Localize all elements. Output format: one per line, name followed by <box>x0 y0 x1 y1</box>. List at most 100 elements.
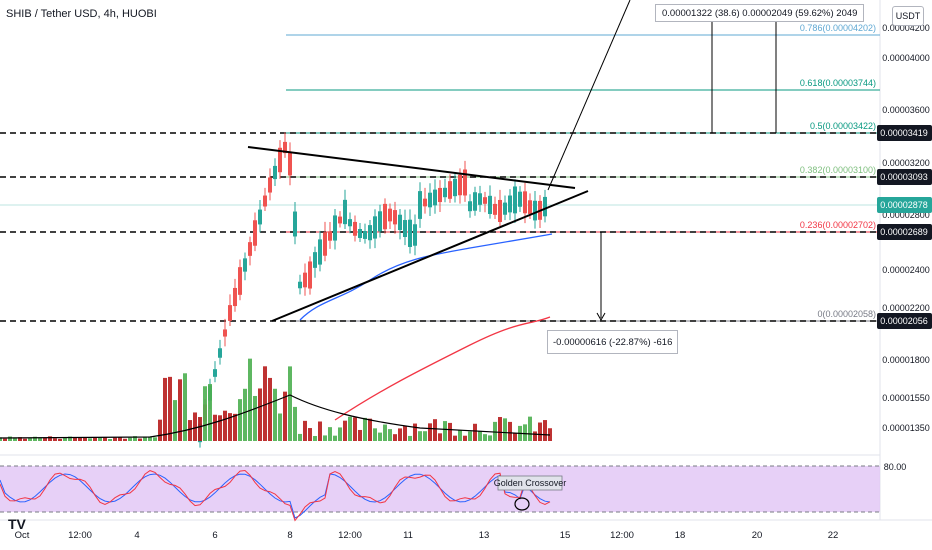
volume-bar <box>198 417 202 441</box>
volume-bar <box>128 437 132 441</box>
fib-level-label: 0.236(0.00002702) <box>800 220 876 230</box>
candle-body <box>248 242 252 256</box>
volume-bar <box>58 438 62 441</box>
candle-body <box>403 220 407 238</box>
time-tick-label: 12:00 <box>338 530 362 541</box>
volume-bar <box>363 417 367 441</box>
candle-body <box>493 203 497 215</box>
candle-body <box>428 192 432 208</box>
volume-bar <box>253 395 257 441</box>
volume-bar <box>183 373 187 441</box>
volume-bar <box>308 428 312 441</box>
volume-bar <box>188 420 192 441</box>
time-tick-label: 15 <box>560 530 571 541</box>
volume-bar <box>478 430 482 441</box>
time-tick-label: 20 <box>752 530 763 541</box>
candle-body <box>438 187 442 203</box>
candle-body <box>528 200 532 215</box>
candle-body <box>223 329 227 337</box>
volume-bar <box>18 437 22 441</box>
volume-bar <box>0 437 2 441</box>
volume-bar <box>118 437 122 441</box>
price-axis-marker <box>877 224 932 240</box>
breakout-projection-line <box>547 0 631 191</box>
candle-body <box>393 210 397 225</box>
volume-bar <box>458 430 462 441</box>
volume-bar <box>508 421 512 441</box>
candle-body <box>473 192 477 211</box>
candle-body <box>213 369 217 377</box>
volume-bar <box>313 435 317 441</box>
candle-body <box>328 231 332 241</box>
time-tick-label: Oct <box>15 530 30 541</box>
volume-bar <box>163 377 167 441</box>
candle-body <box>458 174 462 196</box>
candle-body <box>313 252 317 268</box>
time-tick-label: 22 <box>828 530 839 541</box>
volume-bar <box>78 437 82 441</box>
candle-body <box>338 216 342 224</box>
price-tick-label: 0.00002800 <box>882 210 930 220</box>
volume-bar <box>373 428 377 441</box>
volume-bar <box>33 436 37 441</box>
candle-body <box>358 229 362 239</box>
candle-body <box>283 141 287 154</box>
volume-bar <box>83 437 87 441</box>
candle-body <box>483 197 487 204</box>
volume-bar <box>173 400 177 441</box>
measure-down-label: -0.00000616 (-22.87%) -616 <box>547 330 679 354</box>
volume-bar <box>93 437 97 441</box>
currency-badge[interactable]: USDT <box>892 6 924 26</box>
fib-level-label: 0.786(0.00004202) <box>800 23 876 33</box>
candle-body <box>478 193 482 205</box>
price-tick-label: 0.00001350 <box>882 423 930 433</box>
candle-body <box>263 195 267 207</box>
rsi-level-label: 80.00 <box>884 462 907 472</box>
volume-bar <box>463 435 467 441</box>
volume-bar <box>408 435 412 441</box>
price-tick-label: 0.00003600 <box>882 105 930 115</box>
volume-bar <box>303 420 307 441</box>
volume-bar <box>288 366 292 441</box>
volume-bar <box>298 433 302 441</box>
crossover-marker <box>514 497 530 511</box>
time-tick-label: 4 <box>134 530 139 541</box>
volume-bar <box>218 415 222 441</box>
volume-bar <box>473 423 477 441</box>
rsi-signal-line <box>0 469 551 522</box>
volume-bar <box>338 427 342 441</box>
candle-body <box>543 196 547 217</box>
price-axis-marker-label: 0.00002689 <box>880 227 928 237</box>
fib-level-label: 0.382(0.00003100) <box>800 165 876 175</box>
volume-bar <box>268 377 272 441</box>
volume-bar <box>388 429 392 441</box>
volume-bar <box>248 358 252 441</box>
candle-body <box>343 199 347 225</box>
volume-bar <box>343 420 347 441</box>
candle-body <box>433 189 437 206</box>
candle-body <box>323 232 327 256</box>
volume-bar <box>513 433 517 441</box>
candle-body <box>363 231 367 239</box>
volume-bar <box>213 414 217 441</box>
volume-bar <box>418 431 422 441</box>
volume-bar <box>433 419 437 441</box>
time-tick-label: 6 <box>212 530 217 541</box>
candle-body <box>523 191 527 214</box>
volume-bar <box>178 379 182 441</box>
volume-bar <box>393 434 397 441</box>
volume-bar <box>243 388 247 441</box>
volume-bar <box>73 437 77 441</box>
arrow-head-icon <box>596 312 606 322</box>
candle-body <box>408 219 412 247</box>
candle-body <box>303 272 307 288</box>
candle-body <box>268 177 272 193</box>
time-tick-label: 12:00 <box>610 530 634 541</box>
volume-bar <box>43 437 47 441</box>
volume-bar <box>283 391 287 441</box>
price-tick-label: 0.00004200 <box>882 23 930 33</box>
volume-bar <box>103 437 107 441</box>
candle-body <box>518 191 522 207</box>
volume-bar <box>48 436 52 441</box>
